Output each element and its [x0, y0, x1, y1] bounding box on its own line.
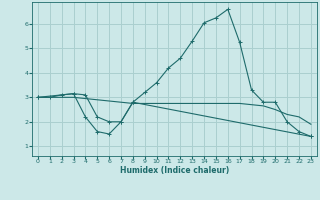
- X-axis label: Humidex (Indice chaleur): Humidex (Indice chaleur): [120, 166, 229, 175]
